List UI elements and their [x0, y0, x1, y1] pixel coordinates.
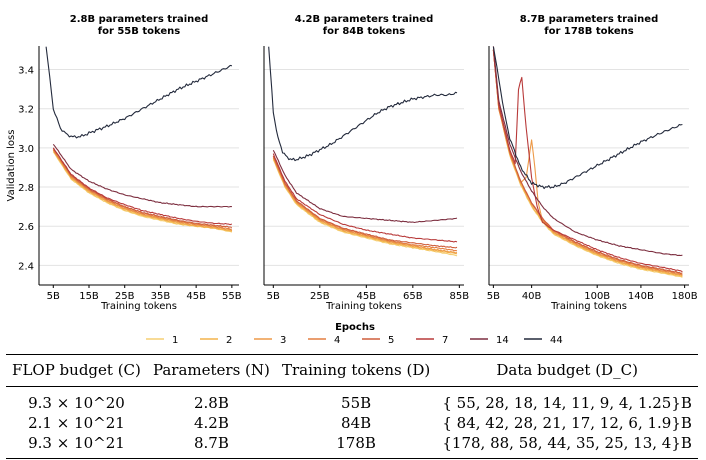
header-flop-budget: FLOP budget (C)	[12, 361, 141, 379]
panel-title-line: for 84B tokens	[323, 26, 406, 37]
series-line-epochs-5	[272, 155, 458, 249]
series-line-epochs-4	[272, 156, 458, 252]
chart-panel-3: 5B 40B 100B 140B 180B Training tokens 8.7B par…	[487, 14, 698, 312]
cell-data-budget: { 84, 42, 28, 21, 17, 12, 6, 1.9}B	[442, 414, 692, 432]
y-tick-label: 2.6	[18, 222, 34, 233]
table-row: 9.3 × 10^21 8.7B 178B {178, 88, 58, 44, …	[6, 433, 698, 459]
x-tick-label: 180B	[672, 291, 698, 302]
x-tick-label: 65B	[403, 291, 423, 302]
chart-panel-2: 5B 25B 45B 65B 85B Training tokens 4.2B parame…	[263, 14, 470, 312]
table-row: 9.3 × 10^20 2.8B 55B { 55, 28, 18, 14, 1…	[6, 387, 698, 414]
y-tick-label: 3.4	[18, 66, 34, 77]
x-tick-label: 25B	[310, 291, 330, 302]
y-tick-label: 2.4	[18, 261, 34, 272]
series-line-epochs-1	[272, 159, 458, 257]
legend-label-2: 2	[226, 335, 232, 346]
series-line-epochs-5	[52, 147, 233, 229]
panel-title-line: for 178B tokens	[544, 26, 634, 37]
cell-params: 8.7B	[193, 434, 229, 452]
x-tick-label: 5B	[487, 291, 500, 302]
series-line-epochs-44	[45, 46, 233, 139]
cell-flop: 9.3 × 10^21	[28, 434, 125, 452]
cell-params: 4.2B	[193, 414, 229, 432]
x-tick-label: 140B	[628, 291, 654, 302]
table-row: 2.1 × 10^21 4.2B 84B { 84, 42, 28, 21, 1…	[6, 413, 698, 433]
panel-title-line: for 55B tokens	[98, 26, 181, 37]
series-line-epochs-7	[492, 49, 683, 273]
series-line-epochs-7	[272, 153, 458, 243]
series-line-epochs-3	[272, 157, 458, 254]
cell-params: 2.8B	[193, 394, 229, 412]
series-group	[45, 46, 233, 233]
x-tick-label: 85B	[450, 291, 470, 302]
series-line-epochs-14	[52, 143, 232, 208]
legend-label-7: 7	[442, 335, 448, 346]
legend: Epochs 1 2 3 4 5 7 14 44	[146, 322, 563, 346]
legend-label-4: 4	[334, 335, 340, 346]
x-tick-label: 35B	[151, 291, 171, 302]
legend-label-5: 5	[388, 335, 394, 346]
series-line-epochs-2	[272, 158, 458, 255]
panel-title-line: 2.8B parameters trained	[70, 14, 208, 25]
header-parameters: Parameters (N)	[152, 361, 270, 379]
x-axis-label: Training tokens	[100, 301, 177, 312]
series-line-epochs-1	[492, 49, 683, 278]
panel-title-line: 4.2B parameters trained	[295, 14, 433, 25]
y-tick-label: 2.8	[18, 183, 34, 194]
y-tick-label: 3.2	[18, 105, 34, 116]
series-group	[492, 46, 683, 278]
series-line-epochs-3	[52, 149, 233, 232]
x-axis-label: Training tokens	[550, 301, 627, 312]
x-tick-label: 15B	[79, 291, 99, 302]
header-training-tokens: Training tokens (D)	[281, 361, 431, 379]
series-line-epochs-44	[492, 46, 683, 190]
legend-label-1: 1	[172, 335, 178, 346]
x-tick-label: 5B	[267, 291, 280, 302]
series-line-epochs-4	[52, 149, 232, 230]
x-tick-label: 55B	[222, 291, 242, 302]
table-header-row: FLOP budget (C) Parameters (N) Training …	[6, 354, 698, 387]
budget-table: FLOP budget (C) Parameters (N) Training …	[6, 354, 698, 459]
y-axis-label: Validation loss	[6, 130, 17, 202]
loss-curves-figure: 2.42.62.83.03.23.45B 15B 25B 35B 45B 55BTrain…	[6, 14, 698, 346]
cell-tokens: 84B	[341, 414, 372, 432]
series-line-epochs-2	[492, 49, 683, 277]
x-tick-label: 5B	[47, 291, 60, 302]
legend-title: Epochs	[335, 322, 375, 333]
cell-data-budget: {178, 88, 58, 44, 35, 25, 13, 4}B	[442, 434, 692, 452]
x-tick-label: 25B	[115, 291, 135, 302]
legend-label-3: 3	[280, 335, 286, 346]
cell-flop: 9.3 × 10^20	[28, 394, 125, 412]
panel-title-line: 8.7B parameters trained	[520, 14, 658, 25]
cell-tokens: 178B	[336, 434, 376, 452]
cell-data-budget: { 55, 28, 18, 14, 11, 9, 4, 1.25}B	[442, 394, 692, 412]
x-tick-label: 100B	[584, 291, 610, 302]
chart-panel-1: 2.4 2.6 2.8 3.0 3.2 3.4 5B 15B 25B 35B 45B 55B Train…	[6, 14, 242, 312]
series-line-epochs-14	[272, 149, 458, 224]
x-axis-label: Training tokens	[325, 301, 402, 312]
header-data-budget: Data budget (D_C)	[496, 361, 638, 379]
x-tick-label: 45B	[357, 291, 377, 302]
cell-tokens: 55B	[341, 394, 372, 412]
series-line-epochs-2	[52, 150, 233, 232]
series-group	[268, 46, 458, 257]
cell-flop: 2.1 × 10^21	[28, 414, 125, 432]
series-line-epochs-1	[52, 151, 233, 233]
x-tick-label: 45B	[186, 291, 206, 302]
series-line-epochs-7	[52, 147, 233, 226]
x-tick-label: 40B	[522, 291, 542, 302]
series-line-epochs-44	[268, 46, 458, 162]
series-line-epochs-3	[492, 49, 683, 276]
series-line-epochs-5	[492, 50, 683, 274]
legend-label-44: 44	[550, 335, 563, 346]
series-line-epochs-14	[492, 46, 683, 257]
legend-label-14: 14	[496, 335, 509, 346]
y-tick-label: 3.0	[18, 144, 34, 155]
